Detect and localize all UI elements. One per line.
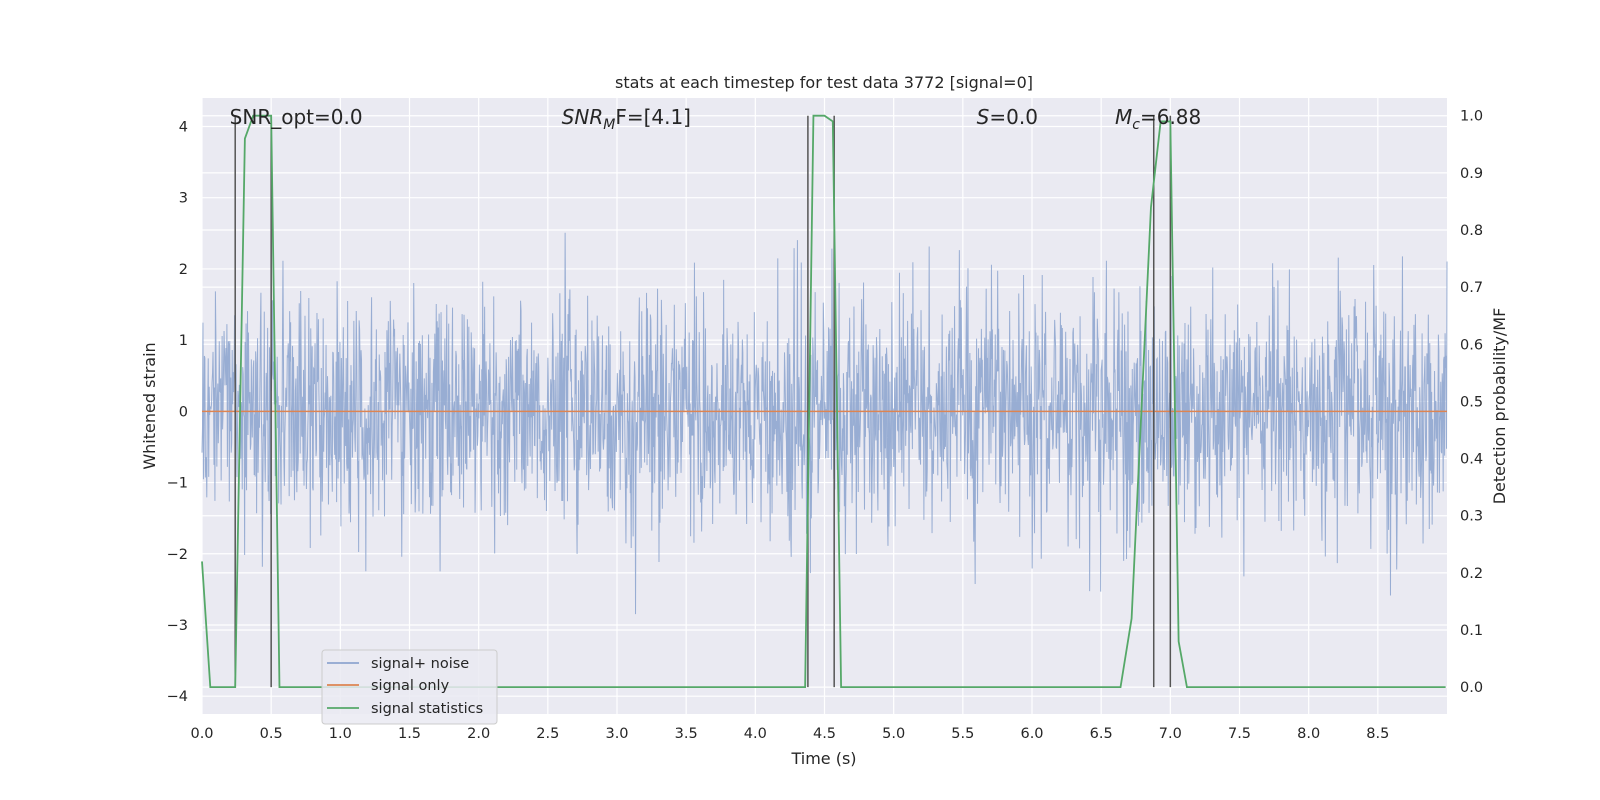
series-signal-noise (201, 232, 1448, 615)
x-tick-label: 2.5 (536, 726, 559, 742)
x-tick-label: 5.5 (951, 726, 974, 742)
x-tick-label: 8.0 (1297, 726, 1320, 742)
y-right-tick-label: 0.2 (1460, 566, 1483, 582)
y-left-tick-label: 0 (179, 404, 188, 420)
y-left-tick-label: −4 (167, 689, 188, 705)
x-tick-label: 0.0 (190, 726, 213, 742)
signal-noise-line (201, 232, 1448, 615)
legend-label-signal-statistics: signal statistics (371, 701, 483, 717)
x-tick-label: 8.5 (1366, 726, 1389, 742)
y-right-tick-label: 1.0 (1460, 109, 1483, 125)
y-right-tick-label: 0.3 (1460, 509, 1483, 525)
y-right-tick-labels: 1.0 0.9 0.8 0.7 0.6 0.5 0.4 0.3 0.2 0.1 0.0 (1460, 109, 1483, 696)
y-left-tick-label: 1 (179, 333, 188, 349)
annotation-snr-mf: SNRMF=[4.1] (562, 105, 691, 133)
y-left-tick-labels: 4 3 2 1 0 −1 −2 −3 −4 (167, 119, 188, 705)
annotation-s-stat: S=0.0 (977, 105, 1038, 129)
x-tick-label: 3.5 (675, 726, 698, 742)
legend-label-signal-noise: signal+ noise (371, 656, 469, 672)
x-tick-label: 1.0 (329, 726, 352, 742)
y-right-tick-label: 0.5 (1460, 394, 1483, 410)
x-tick-label: 4.0 (744, 726, 767, 742)
series-signal-statistics (201, 114, 1446, 689)
y-right-tick-label: 0.1 (1460, 623, 1483, 639)
annotation-snr-opt: SNR_opt=0.0 (230, 105, 363, 129)
y-left-tick-label: −2 (167, 547, 188, 563)
y-right-tick-label: 0.7 (1460, 280, 1483, 296)
x-tick-label: 7.0 (1159, 726, 1182, 742)
y-right-axis-label: Detection probability/MF (1490, 308, 1509, 505)
y-right-tick-label: 0.0 (1460, 680, 1483, 696)
x-tick-label: 3.0 (605, 726, 628, 742)
chart-title: stats at each timestep for test data 377… (615, 73, 1033, 92)
legend: signal+ noise signal only signal statist… (321, 649, 498, 725)
y-left-tick-label: 4 (179, 119, 188, 135)
x-tick-label: 2.0 (467, 726, 490, 742)
y-right-tick-label: 0.9 (1460, 166, 1483, 182)
x-tick-label: 0.5 (260, 726, 283, 742)
signal-statistics-line (201, 114, 1446, 689)
y-right-tick-label: 0.8 (1460, 223, 1483, 239)
x-tick-label: 6.0 (1020, 726, 1043, 742)
y-right-tick-label: 0.4 (1460, 452, 1483, 468)
annotation-mc: Mc=6.88 (1115, 105, 1201, 133)
x-tick-label: 7.5 (1228, 726, 1251, 742)
y-left-tick-label: −1 (167, 476, 188, 492)
x-tick-labels: 0.0 0.5 1.0 1.5 2.0 2.5 3.0 3.5 4.0 4.5 5.0 5.5 6.0 6… (190, 726, 1389, 742)
x-tick-label: 5.0 (882, 726, 905, 742)
y-right-tick-label: 0.6 (1460, 337, 1483, 353)
legend-label-signal-only: signal only (371, 678, 450, 694)
x-tick-label: 4.5 (813, 726, 836, 742)
x-tick-label: 1.5 (398, 726, 421, 742)
y-left-tick-label: 2 (179, 262, 188, 278)
legend-box (321, 649, 498, 725)
y-left-tick-label: −3 (167, 618, 188, 634)
y-left-tick-label: 3 (179, 191, 188, 207)
annotations: SNR_opt=0.0 SNRMF=[4.1] S=0.0 Mc=6.88 (230, 105, 1202, 133)
marker-lines (234, 115, 1172, 688)
x-axis-label: Time (s) (790, 749, 856, 768)
x-tick-label: 6.5 (1090, 726, 1113, 742)
y-left-axis-label: Whitened strain (140, 342, 159, 469)
